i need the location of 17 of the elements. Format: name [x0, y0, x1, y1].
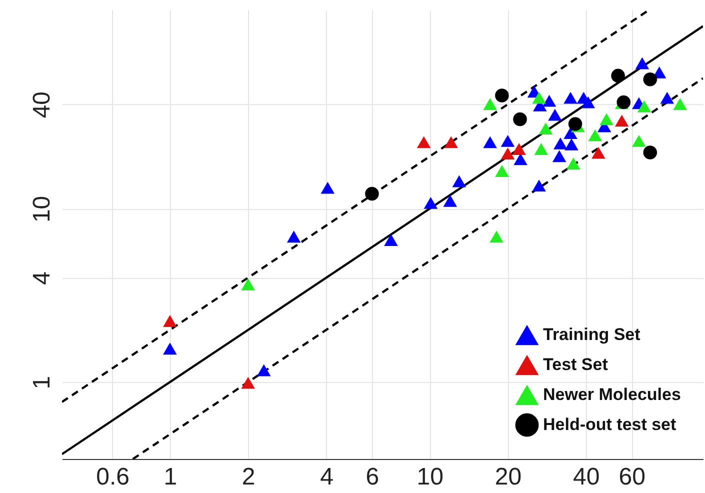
x-tick-label: 1 [164, 464, 178, 490]
y-tick-label: 1 [28, 376, 56, 390]
x-tick-label: 4 [320, 464, 334, 490]
x-tick-label: 6 [366, 464, 380, 490]
x-tick-label: 2 [242, 464, 256, 490]
legend-label: Held-out test set [543, 415, 677, 434]
x-tick-label: 20 [494, 464, 522, 490]
x-tick-label: 10 [416, 464, 444, 490]
legend-label: Training Set [543, 325, 641, 344]
x-tick-label: 60 [618, 464, 646, 490]
y-tick-label: 40 [28, 91, 56, 118]
x-tick-label: 40 [573, 464, 600, 490]
y-tick-label: 4 [28, 272, 56, 285]
x-tick-label: 0.6 [96, 464, 130, 490]
y-tick-label: 10 [28, 196, 56, 223]
legend-label: Newer Molecules [543, 385, 681, 404]
legend-label: Test Set [543, 355, 608, 374]
